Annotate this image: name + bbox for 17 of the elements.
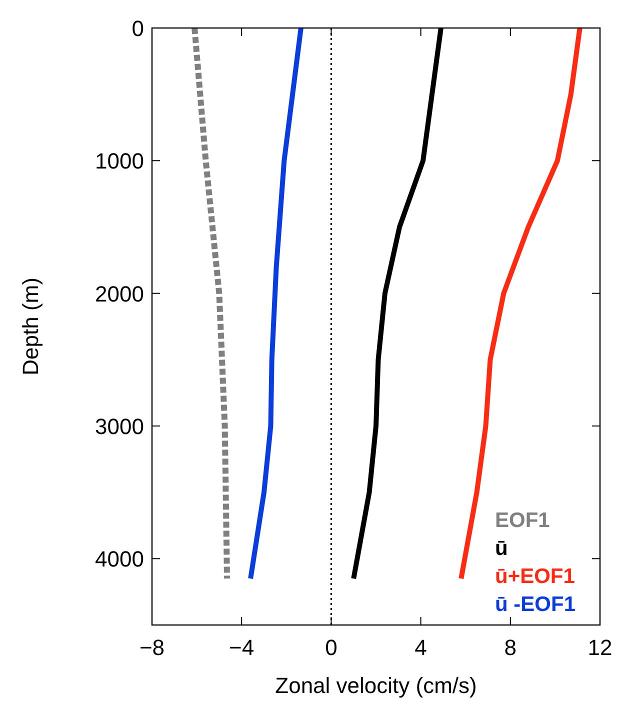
text: ū -EOF1 [495,593,576,616]
x-tick-label: 0 [325,635,338,660]
x-tick-label: 4 [414,635,427,660]
x-tick-label: −4 [229,635,254,660]
x-axis-title: Zonal velocity (cm/s) [275,673,477,698]
y-axis-title: Depth (m) [18,278,43,376]
x-tick-label: −8 [139,635,165,660]
x-tick-label: 12 [588,635,612,660]
y-tick-label: 3000 [95,414,144,439]
y-tick-label: 4000 [95,546,144,572]
y-tick-label: 2000 [95,281,144,306]
text: EOF1 [495,509,550,532]
text: ū [495,537,508,560]
x-tick-label: 8 [504,635,517,660]
y-tick-label: 1000 [95,148,144,174]
series-label: ū+EOF1 [495,565,576,588]
y-tick-label: 0 [132,16,144,41]
